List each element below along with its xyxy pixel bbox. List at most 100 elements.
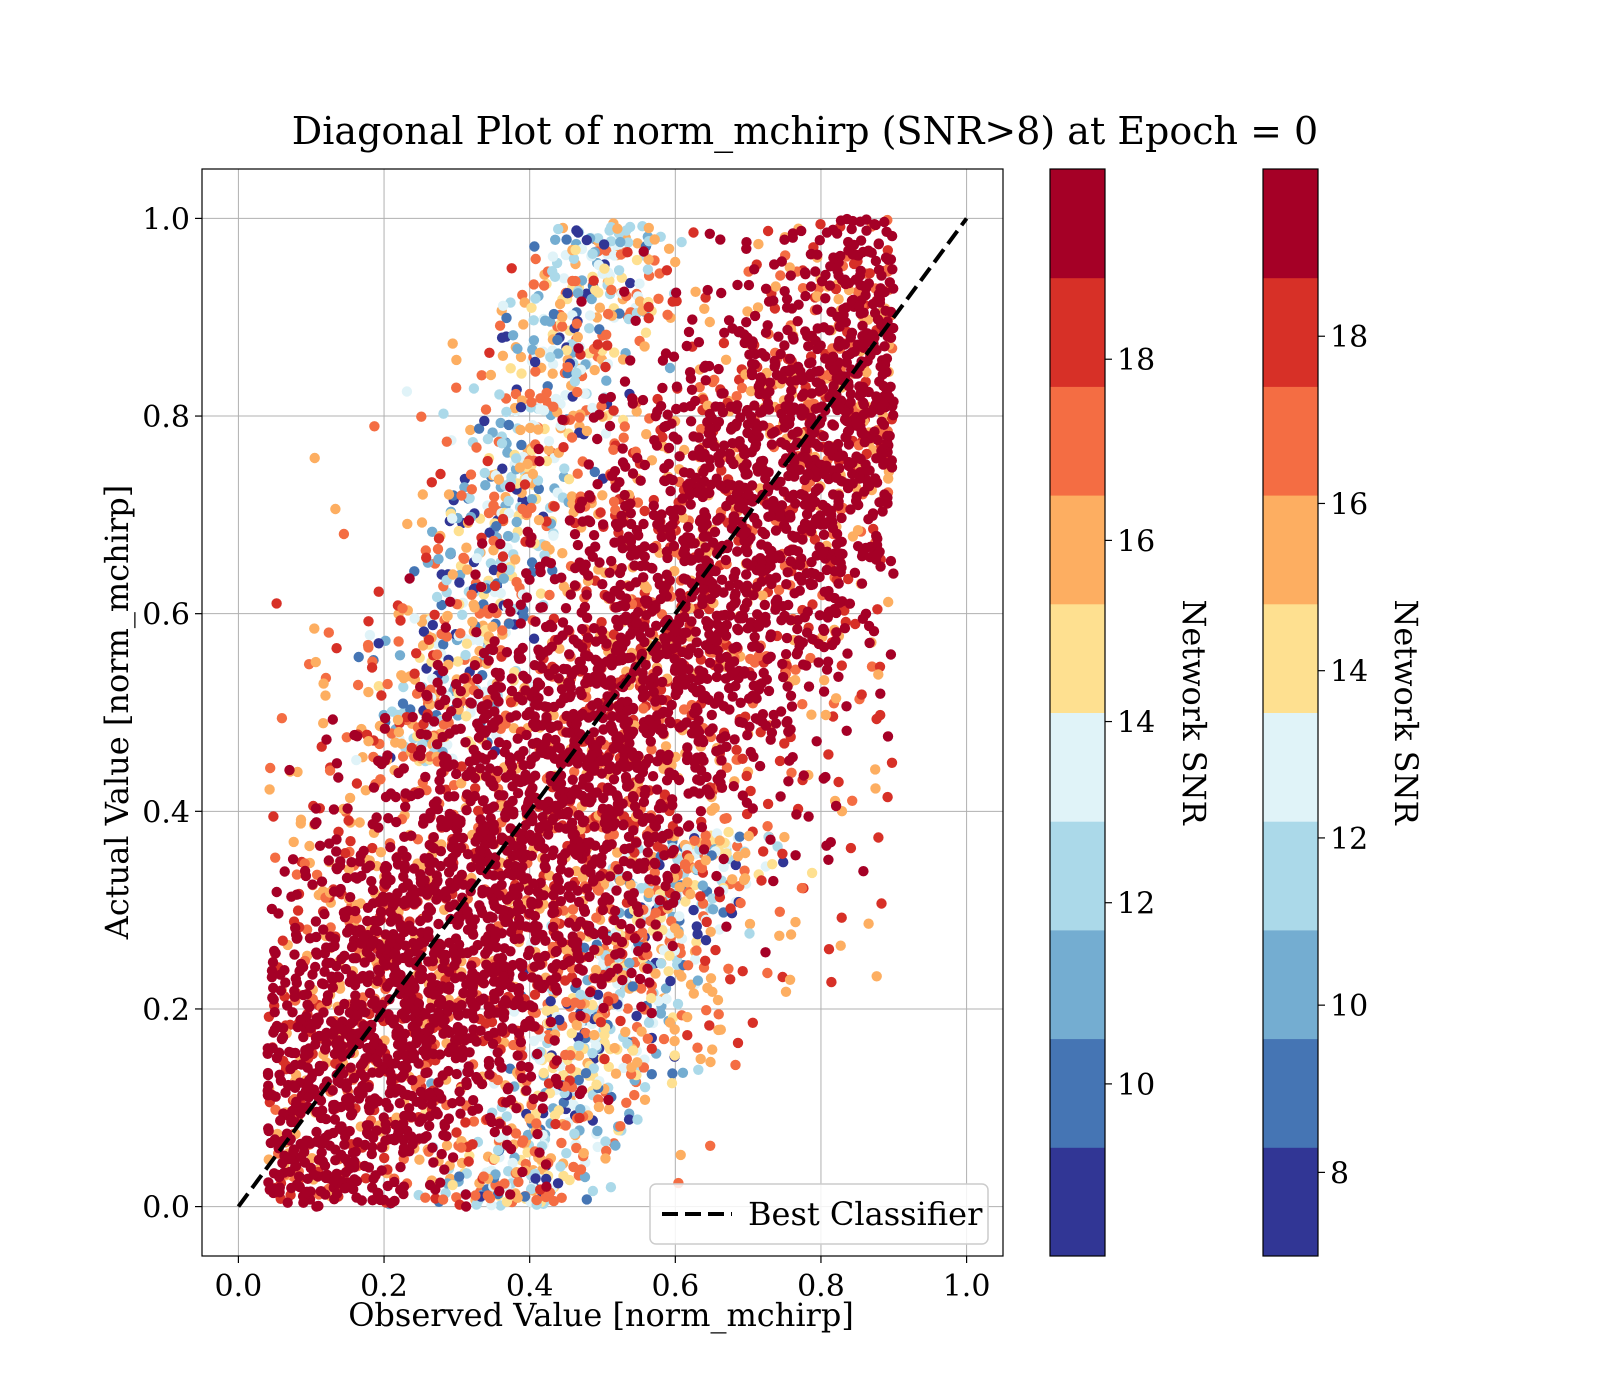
- scatter-point: [749, 310, 761, 322]
- scatter-point: [440, 622, 451, 633]
- scatter-point: [603, 1061, 614, 1073]
- scatter-point: [820, 293, 831, 304]
- scatter-point: [467, 616, 478, 627]
- scatter-point: [548, 308, 560, 320]
- scatter-point: [379, 755, 390, 766]
- scatter-point: [393, 636, 404, 647]
- scatter-point: [871, 713, 882, 725]
- scatter-point: [669, 1035, 680, 1047]
- scatter-point: [482, 433, 494, 445]
- scatter-point: [604, 275, 615, 286]
- scatter-point: [373, 586, 384, 597]
- scatter-point: [618, 432, 629, 443]
- scatter-point: [823, 749, 834, 760]
- scatter-point: [528, 335, 540, 346]
- scatter-point: [592, 989, 604, 1000]
- scatter-point: [489, 491, 500, 502]
- scatter-point: [602, 340, 613, 351]
- scatter-point: [373, 638, 384, 649]
- scatter-point: [852, 525, 864, 536]
- scatter-point: [379, 712, 391, 724]
- scatter-point: [888, 568, 899, 579]
- scatter-point: [869, 307, 881, 319]
- scatter-point: [873, 669, 884, 680]
- scatter-point: [559, 463, 570, 474]
- scatter-point: [456, 761, 467, 772]
- scatter-point: [756, 348, 768, 359]
- scatter-point: [627, 468, 639, 479]
- scatter-point: [729, 734, 740, 745]
- scatter-point: [316, 876, 328, 887]
- scatter-point: [632, 1057, 643, 1068]
- scatter-point: [557, 414, 568, 425]
- scatter-point: [583, 459, 594, 470]
- scatter-point: [497, 300, 509, 311]
- scatter-point: [379, 723, 391, 734]
- scatter-point: [780, 986, 792, 997]
- scatter-point: [301, 924, 313, 935]
- scatter-point: [762, 798, 774, 810]
- scatter-point: [498, 573, 509, 584]
- scatter-point: [441, 631, 453, 642]
- scatter-point: [590, 854, 601, 865]
- scatter-point: [790, 850, 801, 861]
- scatter-point: [487, 749, 498, 760]
- scatter-point: [541, 455, 553, 467]
- scatter-point: [643, 1017, 655, 1028]
- scatter-point: [690, 954, 701, 965]
- scatter-point: [667, 1068, 678, 1079]
- scatter-point: [880, 252, 892, 263]
- scatter-point: [340, 848, 351, 859]
- scatter-point: [558, 273, 570, 284]
- scatter-point: [556, 1137, 567, 1149]
- scatter-point: [850, 618, 861, 630]
- scatter-point: [711, 870, 722, 882]
- scatter-point: [642, 847, 653, 858]
- scatter-point: [619, 286, 630, 297]
- scatter-point: [510, 1128, 522, 1139]
- scatter-point: [473, 423, 485, 434]
- scatter-point: [643, 887, 655, 899]
- scatter-point: [693, 337, 705, 348]
- scatter-point: [449, 791, 460, 802]
- scatter-point: [264, 784, 275, 795]
- scatter-point: [417, 489, 428, 500]
- scatter-point: [436, 599, 447, 611]
- scatter-point: [560, 603, 572, 614]
- scatter-point: [629, 933, 641, 944]
- scatter-point: [538, 405, 550, 416]
- scatter-point: [757, 590, 768, 601]
- scatter-point: [515, 1037, 527, 1048]
- scatter-point: [451, 382, 462, 393]
- scatter-point: [524, 388, 535, 400]
- scatter-point: [308, 1169, 319, 1180]
- scatter-point: [513, 1176, 524, 1188]
- scatter-point: [271, 598, 282, 609]
- scatter-point: [561, 345, 572, 356]
- scatter-point: [747, 803, 758, 814]
- scatter-point: [379, 1152, 390, 1164]
- scatter-point: [553, 348, 564, 359]
- scatter-point: [445, 547, 456, 558]
- scatter-point: [530, 293, 541, 304]
- scatter-point: [561, 1148, 572, 1159]
- scatter-point: [566, 432, 578, 443]
- scatter-point: [323, 627, 334, 638]
- scatter-point: [617, 443, 628, 454]
- scatter-point: [569, 997, 581, 1008]
- scatter-point: [487, 621, 498, 632]
- scatter-point: [670, 287, 682, 298]
- scatter-point: [428, 798, 440, 810]
- scatter-point: [662, 552, 673, 564]
- scatter-point: [438, 639, 449, 650]
- scatter-point: [642, 264, 654, 275]
- scatter-point: [805, 281, 817, 292]
- scatter-point: [811, 736, 822, 747]
- scatter-point: [459, 553, 470, 564]
- scatter-point: [612, 223, 623, 234]
- scatter-point: [501, 406, 512, 418]
- scatter-point: [672, 998, 684, 1010]
- scatter-point: [791, 809, 802, 820]
- scatter-point: [833, 294, 844, 305]
- scatter-point: [480, 404, 492, 415]
